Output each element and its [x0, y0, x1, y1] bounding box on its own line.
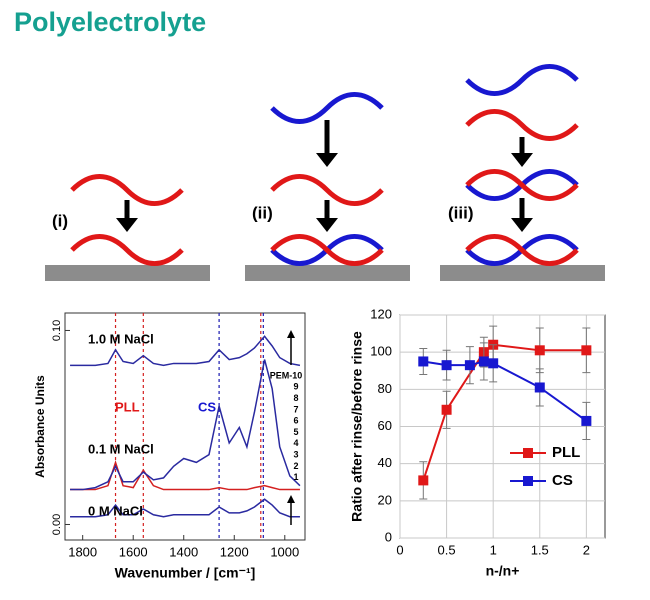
marker: [464, 360, 475, 371]
layer-label: 2: [293, 461, 298, 471]
annotation: 0 M NaCl: [88, 503, 143, 518]
polymer-chain: [270, 174, 384, 206]
polymer-chain: [270, 92, 384, 124]
substrate: [245, 265, 410, 281]
y-tick-label: 20: [378, 492, 392, 507]
polymer-chain: [70, 174, 184, 206]
panel-label: (ii): [252, 203, 273, 222]
panel-label: (iii): [448, 203, 474, 222]
marker: [418, 356, 429, 367]
legend-label: CS: [552, 472, 573, 489]
polymer-chain: [70, 234, 184, 266]
polymer-chain: [270, 234, 384, 266]
layer-label: 6: [293, 416, 298, 426]
layer-label: PEM-10: [270, 370, 303, 380]
x-tick-label: 1600: [119, 544, 148, 559]
series-line: [70, 459, 300, 491]
y-tick-label: 0.10: [51, 320, 63, 341]
y-tick-label: 80: [378, 381, 392, 396]
x-tick-label: 1: [490, 542, 497, 557]
layer-label: 9: [293, 382, 298, 392]
polymer-chain: [465, 109, 579, 141]
x-tick-label: 1.5: [531, 542, 549, 557]
x-tick-label: 1400: [169, 544, 198, 559]
arrow-head: [316, 218, 338, 232]
page-title: Polyelectrolyte: [14, 7, 206, 37]
annotation: 0.1 M NaCl: [88, 441, 154, 456]
y-tick-label: 40: [378, 455, 392, 470]
y-tick-label: 100: [370, 344, 392, 359]
marker: [581, 415, 592, 426]
annotation: CS: [198, 399, 216, 414]
y-axis-label: Absorbance Units: [33, 375, 47, 478]
x-tick-label: 1800: [68, 544, 97, 559]
x-tick-label: 0.5: [438, 542, 456, 557]
y-tick-label: 0: [385, 529, 392, 544]
marker: [441, 404, 452, 415]
marker: [441, 360, 452, 371]
arrow-head: [511, 218, 533, 232]
layer-label: 1: [293, 472, 298, 482]
polymer-chain: [465, 234, 579, 266]
layer-label: 5: [293, 427, 298, 437]
panel-label: (i): [52, 211, 68, 230]
legend-marker: [523, 448, 533, 458]
marker: [478, 356, 489, 367]
substrate: [45, 265, 210, 281]
marker: [534, 382, 545, 393]
plot-frame: [64, 312, 306, 541]
marker: [581, 345, 592, 356]
layer-label: 7: [293, 404, 298, 414]
series-line: [70, 335, 301, 367]
polymer-chain: [465, 64, 579, 96]
annotation: PLL: [115, 399, 140, 414]
layer-label: 8: [293, 393, 298, 403]
substrate: [440, 265, 605, 281]
y-tick-label: 120: [370, 306, 392, 321]
x-tick-label: 1000: [270, 544, 299, 559]
arrow-head: [287, 330, 295, 338]
marker: [488, 358, 499, 369]
series-line: [70, 498, 300, 518]
y-tick-label: 0.00: [51, 514, 63, 535]
arrow-head: [511, 153, 533, 167]
y-axis-label: Ratio after rinse/before rinse: [349, 331, 365, 522]
layer-label: 3: [293, 449, 298, 459]
chart: 1800 1600 1400 1200 1000 0.10 0.00 Wavenumber /…: [33, 312, 306, 581]
x-tick-label: 2: [583, 542, 590, 557]
layer-label: 4: [293, 438, 298, 448]
series-line: [70, 359, 301, 491]
arrow-head: [316, 153, 338, 167]
legend-marker: [523, 476, 533, 486]
arrow-head: [287, 495, 295, 503]
x-tick-label: 1200: [220, 544, 249, 559]
marker: [418, 475, 429, 486]
marker: [534, 345, 545, 356]
arrow-head: [116, 218, 138, 232]
x-axis-label: n-/n+: [486, 563, 520, 579]
x-tick-label: 0: [396, 542, 403, 557]
polymer-chain: [465, 169, 579, 201]
x-axis-label: Wavenumber / [cm⁻¹]: [115, 565, 256, 581]
y-tick-label: 60: [378, 418, 392, 433]
annotation: 1.0 M NaCl: [88, 331, 154, 346]
schematic: (i) (ii) (iii): [45, 203, 605, 281]
legend-label: PLL: [552, 444, 580, 461]
